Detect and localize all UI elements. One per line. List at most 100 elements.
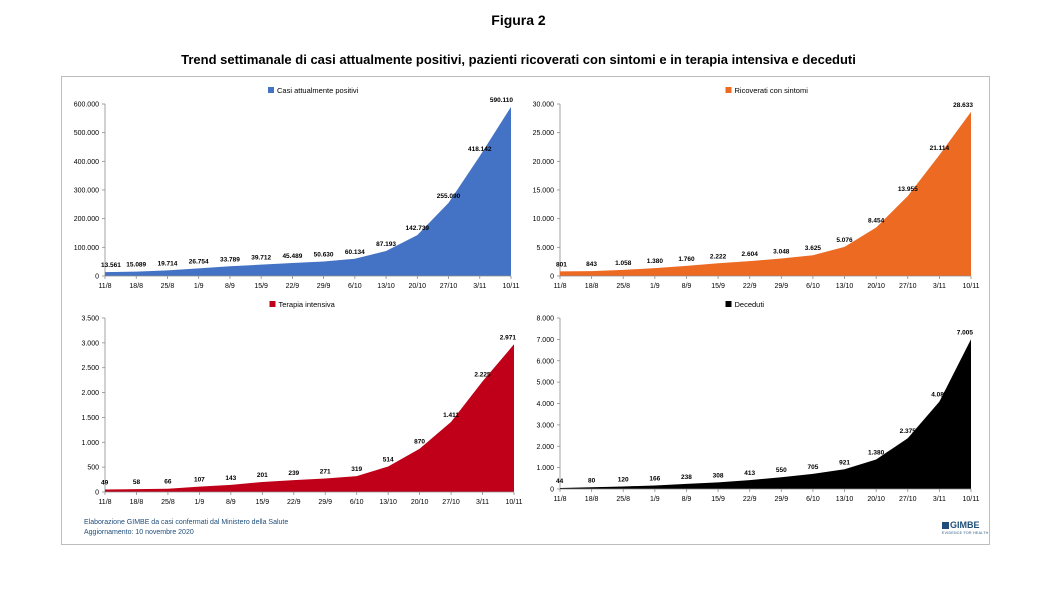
y-tick-label: 200.000 [74, 216, 99, 223]
y-tick-label: 4.000 [536, 401, 554, 408]
x-tick-label: 3/11 [933, 283, 946, 290]
data-label: 308 [713, 472, 724, 479]
data-label: 1.380 [868, 450, 885, 457]
y-tick-label: 100.000 [74, 245, 99, 252]
y-tick-label: 2.500 [81, 365, 99, 372]
x-tick-label: 6/10 [348, 283, 362, 290]
logo-text: GIMBE [950, 520, 980, 530]
figure-label: Figura 2 [491, 12, 546, 28]
x-tick-label: 22/9 [287, 499, 301, 506]
legend-label: Terapia intensiva [279, 300, 336, 309]
logo-mark-icon [942, 522, 949, 529]
x-tick-label: 1/9 [650, 496, 660, 503]
y-tick-label: 500.000 [74, 130, 99, 137]
data-label: 319 [351, 466, 362, 473]
y-tick-label: 15.000 [533, 188, 555, 195]
data-label: 2.604 [742, 251, 759, 258]
series-area [560, 339, 971, 489]
x-tick-label: 11/8 [98, 283, 111, 290]
data-label: 26.754 [189, 258, 209, 265]
data-label: 550 [776, 467, 787, 474]
data-label: 44 [556, 478, 564, 485]
x-tick-label: 29/9 [774, 496, 788, 503]
x-tick-label: 25/8 [616, 283, 630, 290]
y-tick-label: 7.000 [536, 337, 554, 344]
x-tick-label: 3/11 [476, 499, 489, 506]
x-tick-label: 29/9 [317, 283, 331, 290]
data-label: 142.739 [406, 225, 430, 232]
y-tick-label: 5.000 [536, 245, 554, 252]
x-tick-label: 8/9 [682, 496, 692, 503]
y-tick-label: 600.000 [74, 102, 99, 109]
data-label: 39.712 [251, 255, 271, 262]
chart-1: 0 100.000 200.000 300.000 400.000 500.000 600.… [74, 86, 520, 290]
data-label: 2.971 [500, 334, 517, 341]
legend-swatch [268, 87, 274, 93]
legend-label: Ricoverati con sintomi [735, 86, 809, 95]
y-tick-label: 0 [95, 274, 99, 281]
data-label: 514 [383, 456, 394, 463]
data-label: 49 [101, 480, 109, 487]
x-tick-label: 22/9 [286, 283, 300, 290]
x-tick-label: 27/10 [440, 283, 458, 290]
x-tick-label: 13/10 [379, 499, 397, 506]
legend-label: Casi attualmente positivi [277, 86, 359, 95]
x-tick-label: 18/8 [130, 499, 144, 506]
x-tick-label: 11/8 [98, 499, 111, 506]
y-tick-label: 500 [87, 465, 99, 472]
data-label: 418.142 [468, 146, 492, 153]
data-label: 1.760 [678, 256, 695, 263]
data-label: 3.625 [805, 245, 822, 252]
x-tick-label: 15/9 [711, 496, 725, 503]
x-tick-label: 8/9 [226, 499, 236, 506]
data-label: 1.380 [647, 258, 664, 265]
x-tick-label: 10/11 [963, 496, 980, 503]
x-tick-label: 27/10 [442, 499, 460, 506]
x-tick-label: 27/10 [899, 496, 917, 503]
data-label: 28.633 [953, 102, 973, 109]
x-tick-label: 6/10 [806, 283, 820, 290]
legend-swatch [269, 301, 276, 307]
y-tick-label: 5.000 [536, 380, 554, 387]
data-label: 843 [586, 261, 597, 268]
y-tick-label: 0 [95, 490, 99, 497]
y-tick-label: 10.000 [533, 216, 555, 223]
y-tick-label: 1.500 [81, 415, 99, 422]
x-tick-label: 10/11 [963, 283, 980, 290]
x-tick-label: 6/10 [806, 496, 820, 503]
gimbe-logo: GIMBE [942, 520, 980, 530]
x-tick-label: 8/9 [225, 283, 235, 290]
series-area [105, 344, 514, 492]
y-tick-label: 3.000 [536, 422, 554, 429]
data-label: 60.134 [345, 249, 365, 256]
y-tick-label: 0 [550, 487, 554, 494]
y-tick-label: 1.000 [536, 465, 554, 472]
x-tick-label: 18/8 [585, 496, 599, 503]
y-tick-label: 25.000 [533, 130, 555, 137]
legend-swatch [725, 87, 732, 93]
figure-frame [61, 76, 990, 545]
x-tick-label: 22/9 [743, 283, 757, 290]
x-tick-label: 20/10 [867, 496, 885, 503]
data-label: 2.225 [474, 371, 491, 378]
data-label: 3.048 [773, 249, 790, 256]
y-tick-label: 300.000 [74, 188, 99, 195]
data-label: 45.489 [282, 253, 302, 260]
x-tick-label: 3/11 [933, 496, 946, 503]
x-tick-label: 13/10 [836, 496, 854, 503]
x-tick-label: 3/11 [473, 283, 486, 290]
footer: Elaborazione GIMBE da casi confermati da… [84, 518, 288, 538]
data-label: 143 [225, 475, 236, 482]
y-tick-label: 20.000 [533, 159, 555, 166]
chart-2: 0 5.000 10.000 15.000 20.000 25.000 30.000 11/8… [533, 86, 980, 290]
data-label: 2.222 [710, 253, 727, 260]
legend-swatch [725, 301, 732, 307]
x-tick-label: 1/9 [650, 283, 660, 290]
x-tick-label: 11/8 [553, 283, 566, 290]
x-tick-label: 10/11 [503, 283, 520, 290]
y-tick-label: 2.000 [536, 444, 554, 451]
x-tick-label: 20/10 [411, 499, 429, 506]
y-tick-label: 30.000 [533, 102, 555, 109]
data-label: 1.058 [615, 260, 632, 267]
legend-label: Deceduti [735, 300, 765, 309]
